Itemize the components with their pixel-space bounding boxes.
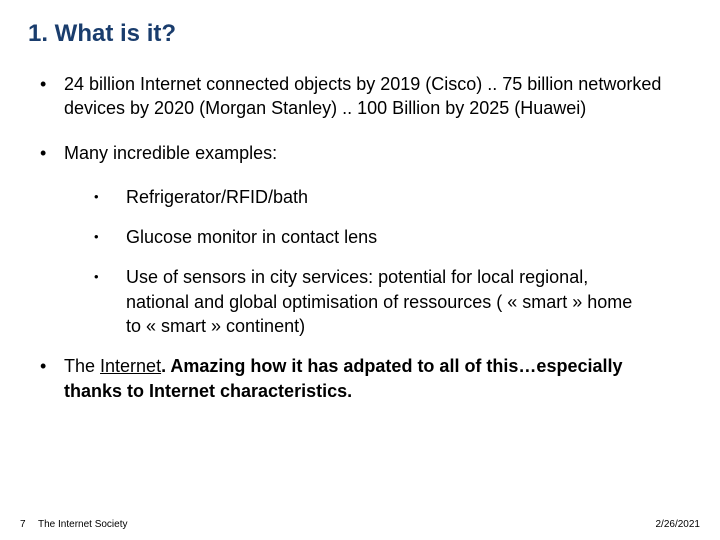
text-part: The — [64, 356, 100, 376]
sub-bullet-text: Refrigerator/RFID/bath — [126, 185, 652, 209]
footer-text: The Internet Society — [38, 519, 656, 530]
bullet-icon: • — [94, 225, 126, 249]
bullet-icon: • — [94, 185, 126, 209]
sub-bullet-text: Glucose monitor in contact lens — [126, 225, 652, 249]
bullet-text: The Internet. Amazing how it has adpated… — [64, 354, 676, 403]
bullet-item-2: • Many incredible examples: — [40, 141, 692, 165]
bullet-icon: • — [40, 354, 64, 403]
sub-bullet-item-2: • Glucose monitor in contact lens — [94, 225, 692, 249]
bullet-icon: • — [94, 265, 126, 338]
bullet-item-3: • The Internet. Amazing how it has adpat… — [40, 354, 692, 403]
sub-bullet-item-3: • Use of sensors in city services: poten… — [94, 265, 692, 338]
sub-bullet-list: • Refrigerator/RFID/bath • Glucose monit… — [40, 185, 692, 338]
underlined-word: Internet — [100, 356, 161, 376]
sub-bullet-text: Use of sensors in city services: potenti… — [126, 265, 652, 338]
bullet-list: • 24 billion Internet connected objects … — [28, 72, 692, 403]
bullet-text: 24 billion Internet connected objects by… — [64, 72, 676, 121]
slide-footer: 7 The Internet Society 2/26/2021 — [0, 519, 720, 530]
bullet-text: Many incredible examples: — [64, 141, 676, 165]
bullet-icon: • — [40, 72, 64, 121]
slide: 1. What is it? • 24 billion Internet con… — [0, 0, 720, 540]
bullet-icon: • — [40, 141, 64, 165]
slide-title: 1. What is it? — [28, 20, 692, 48]
page-number: 7 — [20, 519, 38, 530]
bullet-item-1: • 24 billion Internet connected objects … — [40, 72, 692, 121]
footer-date: 2/26/2021 — [656, 519, 701, 530]
sub-bullet-item-1: • Refrigerator/RFID/bath — [94, 185, 692, 209]
